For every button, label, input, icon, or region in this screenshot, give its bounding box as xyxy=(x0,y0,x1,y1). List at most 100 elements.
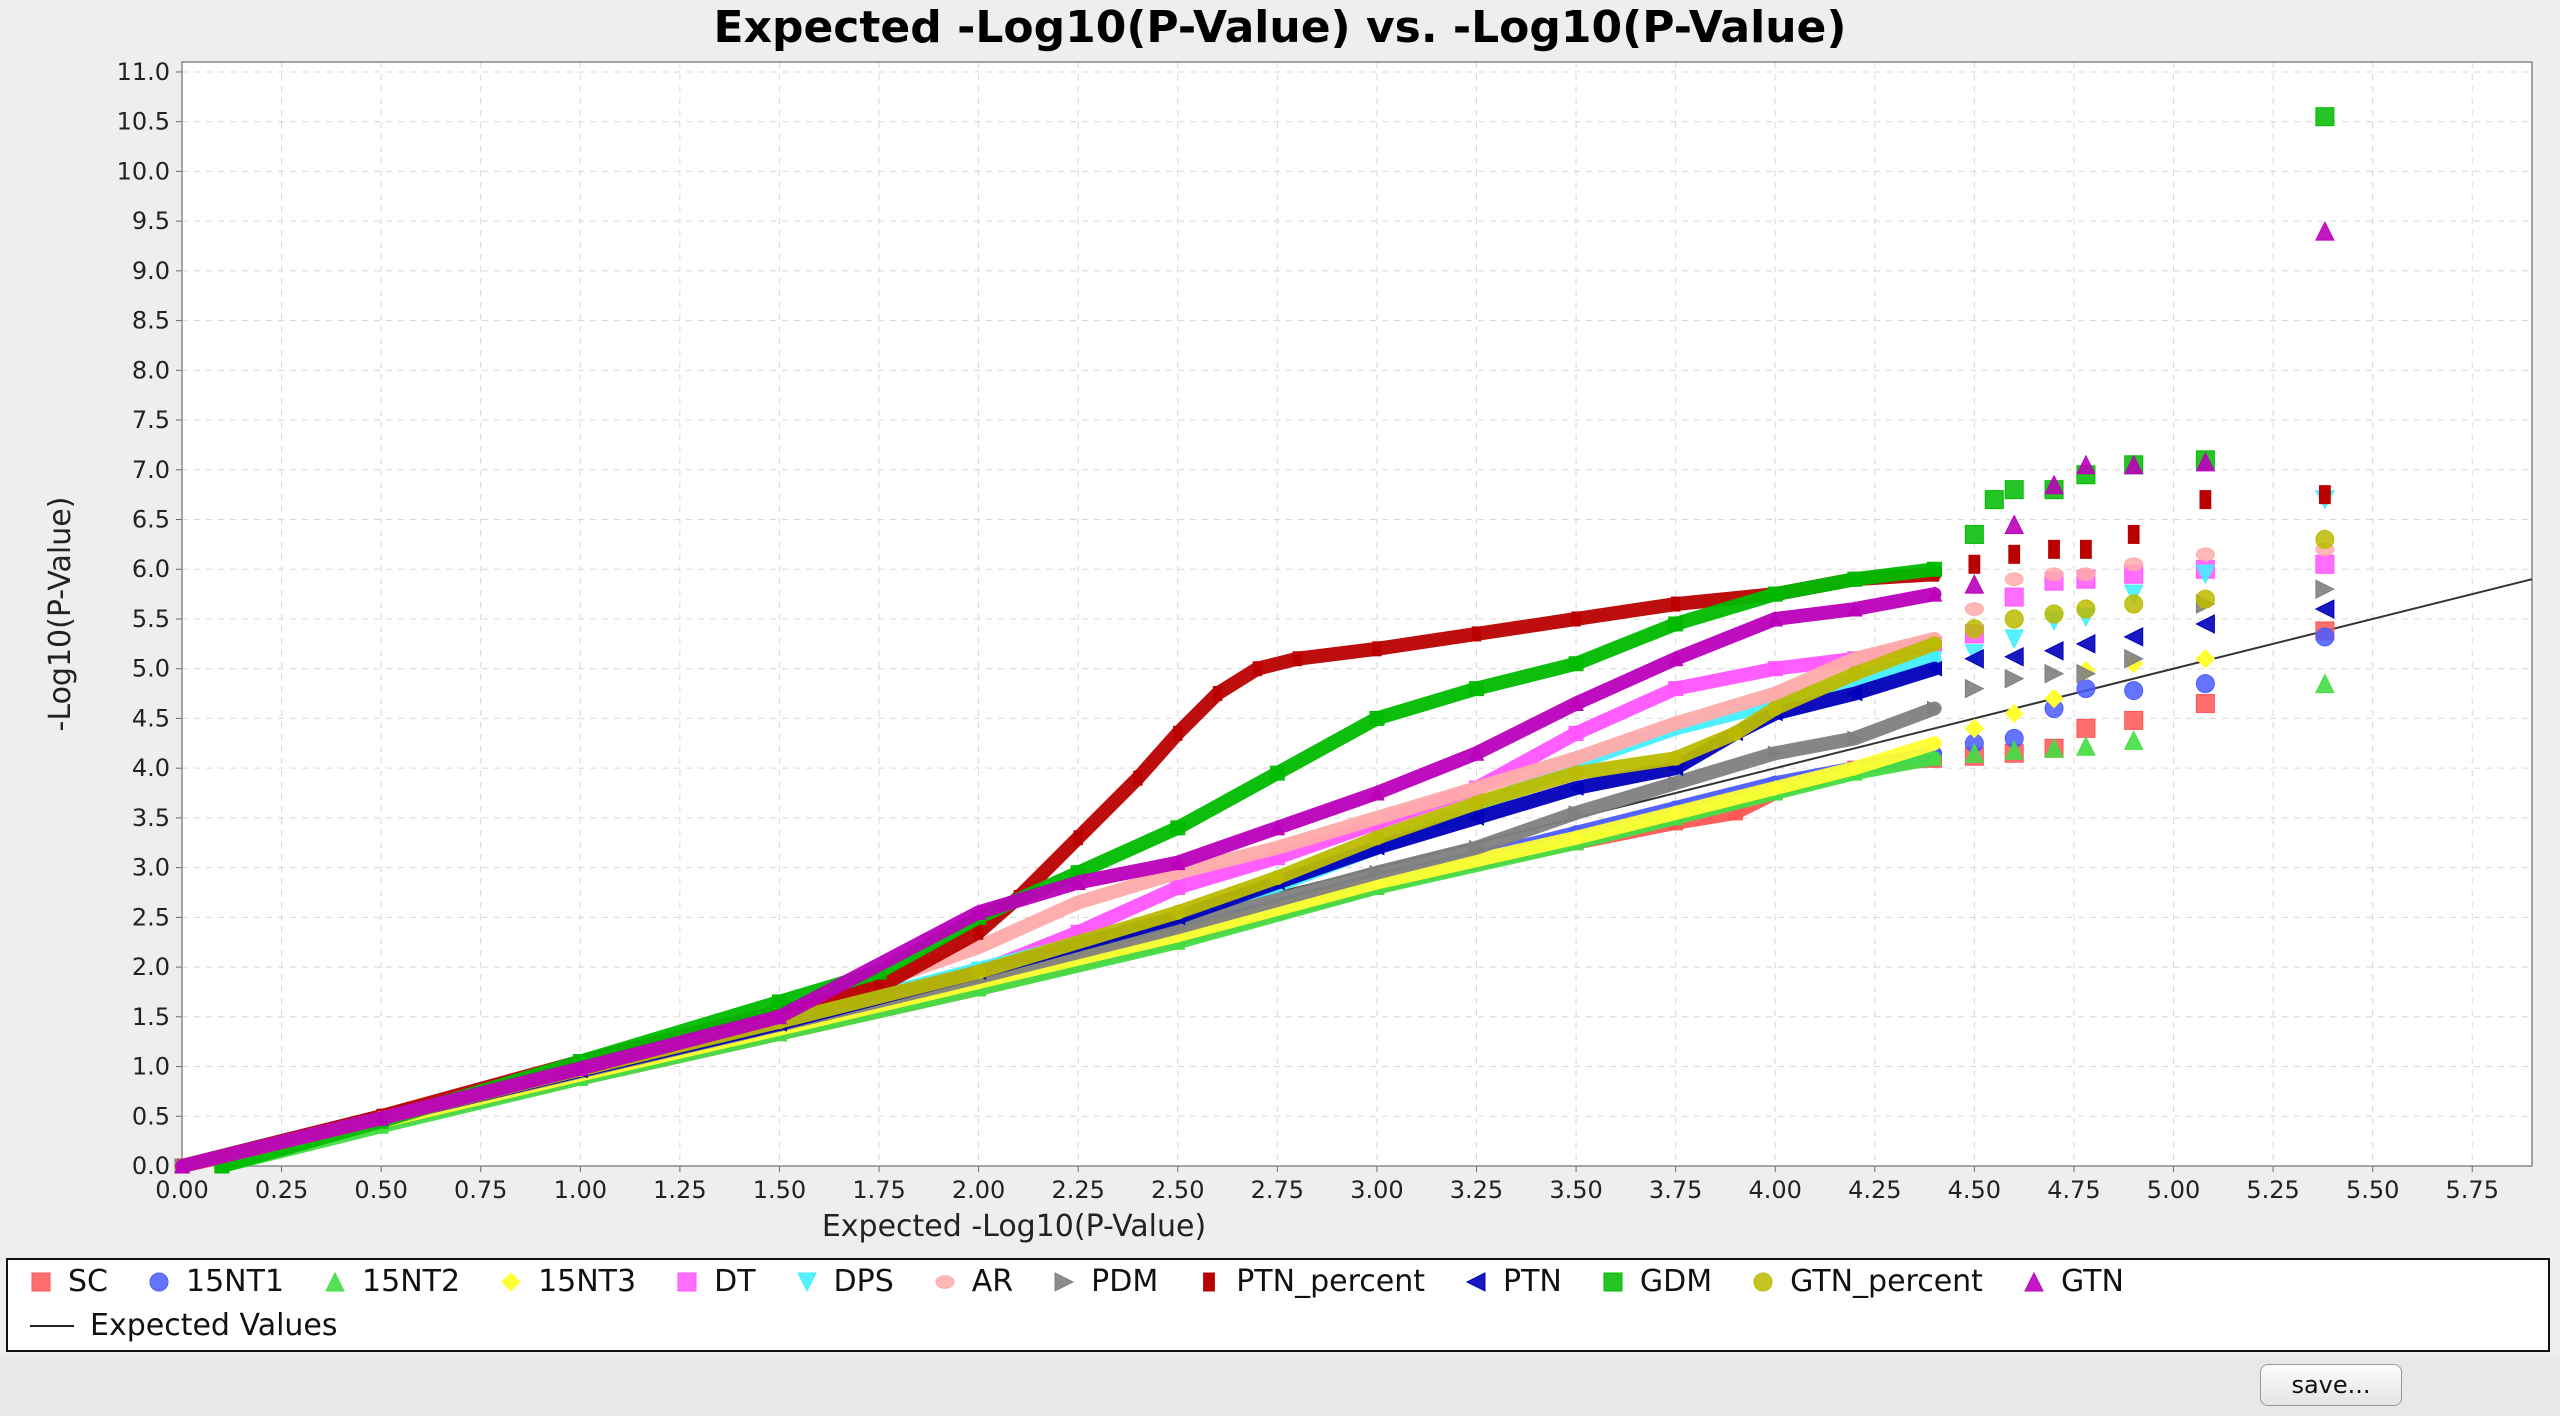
data-point xyxy=(1847,600,1863,617)
data-point xyxy=(1169,854,1186,871)
data-point xyxy=(2124,710,2144,730)
data-point xyxy=(1668,775,1684,791)
legend-label: SC xyxy=(68,1264,108,1299)
legend-label: DT xyxy=(714,1264,756,1299)
y-tick-label: 1.5 xyxy=(132,1003,170,1031)
data-point xyxy=(1369,830,1385,846)
legend-label: PTN xyxy=(1502,1264,1562,1299)
data-point xyxy=(1568,830,1584,846)
data-point xyxy=(2195,564,2216,585)
legend-marker xyxy=(325,1271,345,1291)
data-point xyxy=(2124,681,2144,701)
data-point xyxy=(1212,686,1223,702)
data-point xyxy=(1372,641,1382,657)
marker-swatch-icon xyxy=(1603,1272,1623,1291)
data-series xyxy=(173,107,2533,1175)
data-point xyxy=(1567,780,1584,796)
data-point xyxy=(2123,454,2144,475)
data-point xyxy=(2075,634,2096,654)
save-button[interactable]: save... xyxy=(2260,1364,2402,1406)
y-tick-label: 4.5 xyxy=(132,704,170,732)
legend-item-expected: Expected Values xyxy=(28,1308,338,1343)
grid-lines xyxy=(181,62,2532,1167)
data-point xyxy=(2004,587,2024,607)
y-tick-label: 2.5 xyxy=(132,903,170,931)
x-tick-label: 0.75 xyxy=(454,1176,507,1204)
y-tick-label: 0.5 xyxy=(132,1102,170,1130)
y-axis-label: -Log10(P-Value) xyxy=(43,497,78,732)
data-point xyxy=(2004,480,2024,500)
data-point xyxy=(1668,616,1684,632)
data-point xyxy=(1568,695,1584,712)
x-tick-label: 1.75 xyxy=(852,1176,905,1204)
legend-item-PTN_percent: PTN_percent xyxy=(1196,1264,1425,1299)
legend-marker xyxy=(31,1272,51,1291)
data-point xyxy=(2044,567,2064,582)
y-tick-label: 4.0 xyxy=(132,754,170,782)
x-tick-label: 1.50 xyxy=(753,1176,806,1204)
x-tick-label: 5.25 xyxy=(2246,1176,2299,1204)
y-tick-label: 6.5 xyxy=(132,506,170,534)
y-tick-label: 5.0 xyxy=(132,655,170,683)
data-point xyxy=(1767,586,1783,602)
chart-title: Expected -Log10(P-Value) vs. -Log10(P-Va… xyxy=(713,2,1847,53)
y-tick-label: 3.0 xyxy=(132,854,170,882)
data-point xyxy=(1468,745,1485,761)
data-point xyxy=(2004,609,2024,629)
data-point xyxy=(2315,529,2335,549)
data-point xyxy=(1170,904,1186,920)
data-point xyxy=(2315,579,2335,599)
data-point xyxy=(1269,819,1286,836)
data-point xyxy=(1926,750,1943,766)
data-point xyxy=(1369,784,1385,801)
x-tick-label: 3.00 xyxy=(1350,1176,1403,1204)
data-point xyxy=(1173,725,1183,741)
data-point xyxy=(1170,820,1186,836)
data-point xyxy=(973,924,984,940)
data-point xyxy=(1668,718,1684,729)
data-point xyxy=(970,904,987,920)
data-point xyxy=(1468,795,1484,811)
data-point xyxy=(1767,700,1783,716)
data-point xyxy=(2195,547,2215,562)
data-point xyxy=(1767,688,1783,699)
data-point xyxy=(1846,685,1863,702)
data-point xyxy=(1847,730,1863,747)
legend-item-15NT1: 15NT1 xyxy=(146,1264,284,1299)
data-point xyxy=(771,1008,788,1025)
legend-marker xyxy=(149,1272,169,1291)
data-point xyxy=(2315,627,2335,647)
x-tick-label: 0.25 xyxy=(255,1176,308,1204)
legend-marker xyxy=(1203,1272,1216,1291)
x-tick-label: 5.00 xyxy=(2147,1176,2200,1204)
legend-label: PTN_percent xyxy=(1236,1264,1425,1299)
y-tick-label: 11.0 xyxy=(117,58,170,86)
legend-marker xyxy=(677,1272,697,1291)
y-tick-label: 8.0 xyxy=(132,356,170,384)
data-point xyxy=(2076,567,2096,582)
data-point xyxy=(1968,554,1981,574)
data-point xyxy=(1670,596,1681,612)
x-tick-label: 2.00 xyxy=(952,1176,1005,1204)
data-point xyxy=(2123,627,2144,647)
plot-area: 0.00 0.25 0.50 0.75 1.00 1.25 1.50 1.75 2.00 2.25… xyxy=(43,58,2533,1244)
legend-label: AR xyxy=(971,1264,1014,1299)
data-point xyxy=(1292,651,1302,667)
data-point xyxy=(1667,650,1684,667)
legend-item-GTN: GTN xyxy=(2021,1264,2124,1299)
data-point xyxy=(2004,629,2025,649)
data-point xyxy=(2076,599,2096,619)
data-point xyxy=(1070,874,1086,891)
series-GTN xyxy=(174,220,2335,1174)
x-tick-label: 3.75 xyxy=(1649,1176,1702,1204)
data-point xyxy=(2076,454,2096,475)
data-point xyxy=(1568,805,1585,821)
data-point xyxy=(1369,710,1385,726)
data-point xyxy=(1964,648,1984,669)
data-point xyxy=(1070,897,1086,908)
y-tick-label: 10.0 xyxy=(117,157,170,185)
legend-label: 15NT2 xyxy=(362,1264,461,1299)
x-tick-label: 2.75 xyxy=(1251,1176,1304,1204)
legend-item-GDM: GDM xyxy=(1600,1264,1712,1299)
data-point xyxy=(1668,750,1684,766)
